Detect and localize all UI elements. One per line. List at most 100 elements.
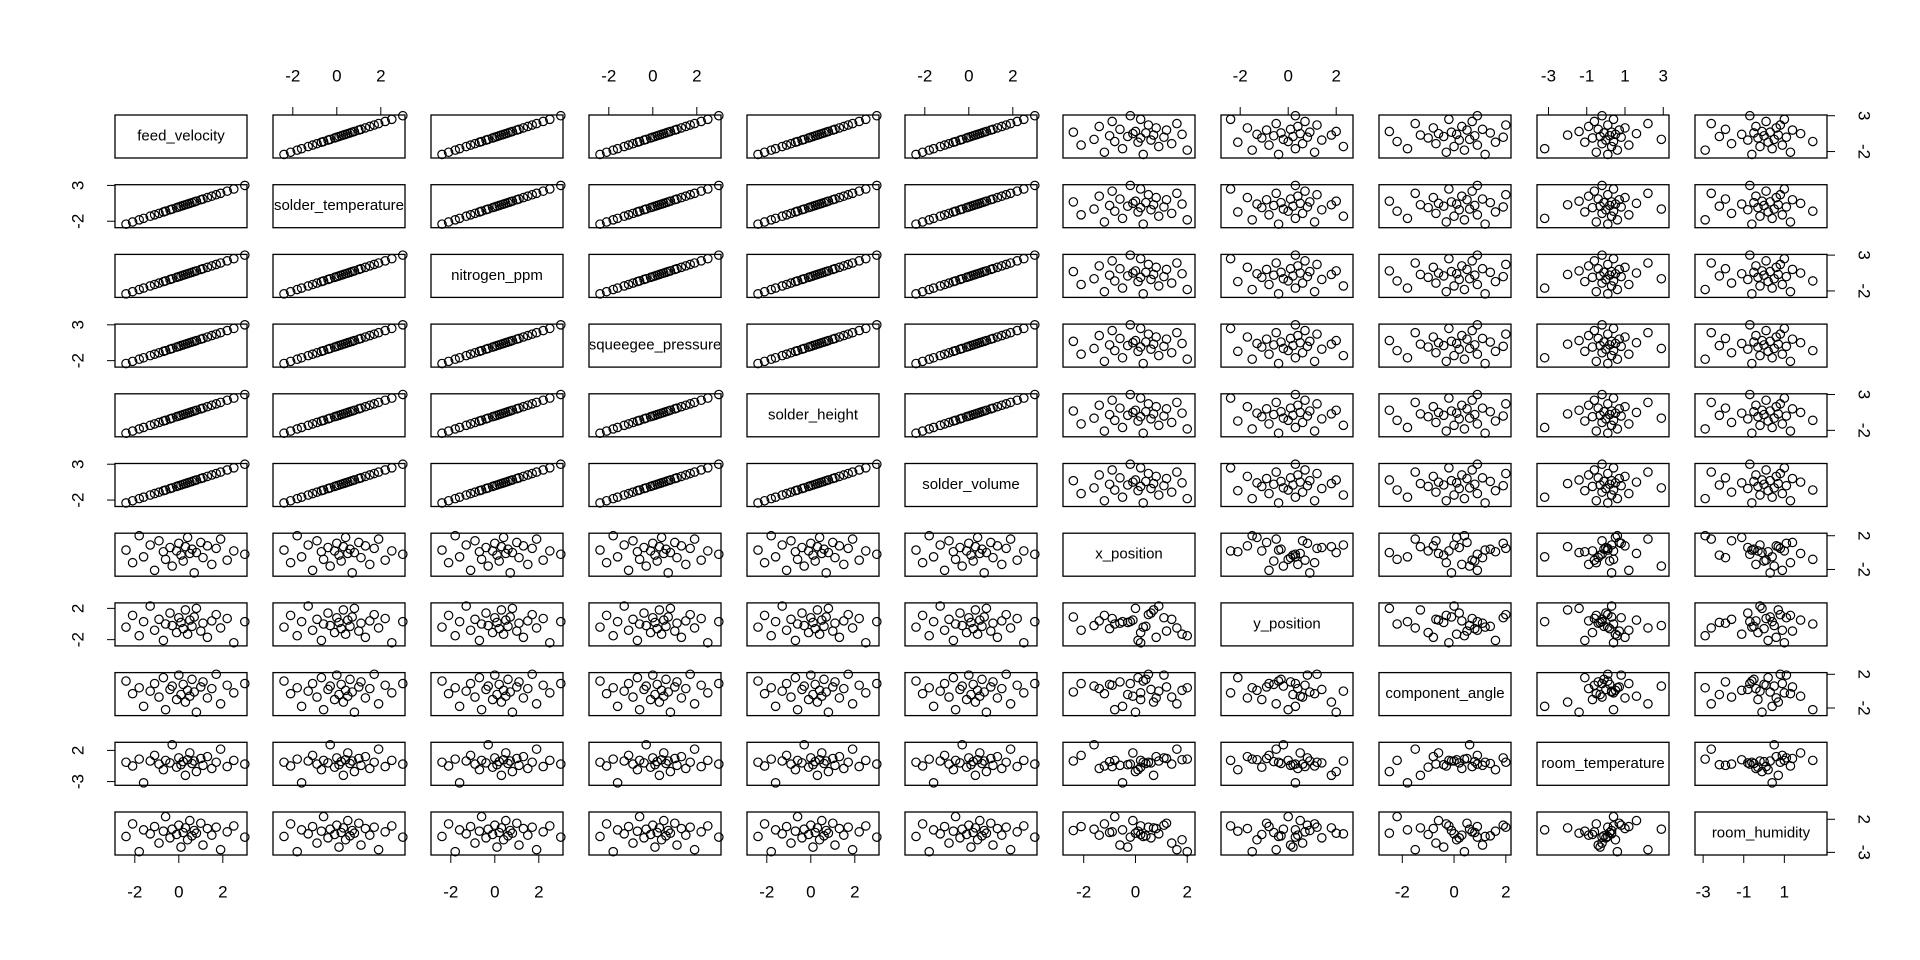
- point: [380, 465, 390, 475]
- point: [507, 335, 518, 346]
- point: [843, 609, 853, 620]
- point: [1128, 268, 1138, 278]
- point: [860, 688, 871, 698]
- point: [1297, 417, 1308, 428]
- point: [522, 470, 533, 480]
- point: [634, 704, 645, 715]
- panel-frame: [430, 114, 564, 159]
- point: [522, 121, 533, 132]
- point: [1574, 266, 1584, 276]
- point: [619, 211, 629, 222]
- point: [854, 186, 864, 196]
- point: [307, 488, 318, 499]
- point: [1467, 116, 1477, 127]
- point: [1293, 470, 1303, 480]
- point: [1589, 555, 1600, 565]
- point: [1312, 259, 1322, 270]
- point: [443, 426, 454, 436]
- point: [1138, 676, 1149, 686]
- panel: [588, 250, 724, 299]
- point: [1775, 669, 1786, 680]
- point: [279, 149, 289, 160]
- point: [1736, 478, 1747, 488]
- point: [753, 498, 763, 508]
- point: [292, 424, 302, 434]
- point: [1726, 487, 1737, 497]
- panel-frame: [1062, 253, 1196, 299]
- point: [189, 568, 199, 578]
- panel-frame: [1220, 602, 1354, 647]
- point: [1449, 350, 1459, 361]
- point: [1720, 263, 1731, 274]
- point: [1631, 691, 1642, 702]
- point: [628, 417, 638, 428]
- point: [1428, 632, 1439, 643]
- point: [992, 751, 1003, 762]
- point: [685, 468, 695, 479]
- point: [215, 258, 226, 268]
- point: [838, 330, 849, 341]
- point: [1464, 824, 1475, 834]
- point: [1602, 149, 1613, 160]
- point: [1300, 186, 1310, 196]
- point: [292, 145, 302, 155]
- point: [1795, 477, 1806, 487]
- point: [1104, 409, 1115, 420]
- panel: [904, 320, 1040, 369]
- point: [1143, 259, 1154, 270]
- point: [531, 467, 542, 477]
- point: [663, 568, 673, 578]
- point: [1785, 688, 1796, 699]
- point: [1433, 268, 1444, 278]
- panel: [746, 601, 882, 648]
- point: [939, 565, 950, 576]
- point: [917, 819, 928, 829]
- point: [1331, 126, 1341, 137]
- point: [1135, 688, 1146, 698]
- point: [215, 744, 226, 754]
- point: [373, 258, 384, 268]
- point: [518, 192, 529, 203]
- point: [494, 827, 504, 838]
- point: [1290, 110, 1301, 121]
- point: [1498, 202, 1509, 212]
- point: [1726, 138, 1737, 149]
- point: [1225, 755, 1236, 766]
- point: [1257, 694, 1267, 705]
- point: [812, 541, 823, 552]
- point: [1771, 632, 1782, 643]
- point: [1261, 264, 1272, 275]
- point: [917, 286, 928, 297]
- point: [1122, 131, 1133, 142]
- panel: [272, 320, 408, 369]
- point: [950, 554, 961, 565]
- point: [654, 697, 665, 707]
- point: [1562, 823, 1573, 833]
- point: [790, 672, 801, 683]
- point: [838, 683, 849, 694]
- point: [1807, 485, 1818, 495]
- point: [296, 143, 307, 154]
- point: [1099, 610, 1110, 621]
- point: [830, 760, 840, 771]
- point: [1012, 116, 1022, 127]
- point: [342, 815, 353, 826]
- point: [1583, 683, 1594, 694]
- point: [1498, 341, 1509, 352]
- point: [1288, 842, 1298, 852]
- point: [1338, 141, 1349, 152]
- panel: [1062, 250, 1196, 299]
- point: [685, 120, 695, 130]
- point: [191, 828, 202, 838]
- point: [1747, 289, 1757, 299]
- point: [211, 609, 221, 620]
- point: [1441, 356, 1452, 367]
- point: [1451, 199, 1462, 209]
- point: [1773, 269, 1784, 280]
- point: [770, 213, 781, 224]
- point: [1283, 276, 1293, 286]
- point: [935, 756, 945, 766]
- point: [1273, 149, 1284, 160]
- panel: [1378, 530, 1512, 578]
- point: [777, 211, 787, 222]
